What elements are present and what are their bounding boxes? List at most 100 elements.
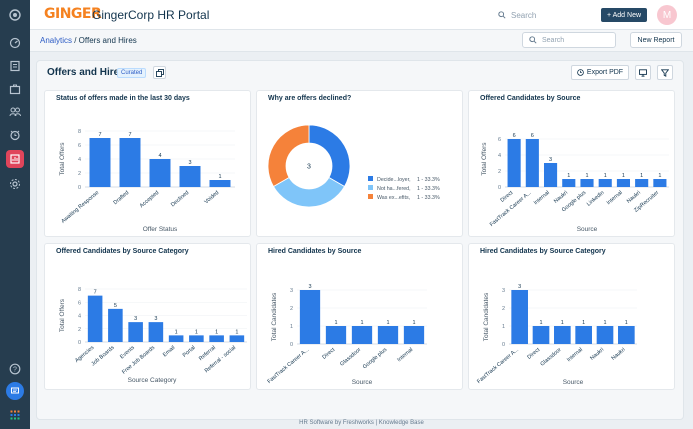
bar <box>653 179 667 187</box>
y-tick-label: 3 <box>290 288 293 294</box>
x-tick-label: Referral <box>198 345 217 362</box>
data-label: 7 <box>98 132 101 138</box>
avatar[interactable]: M <box>657 5 677 25</box>
bar <box>148 322 164 342</box>
app-title: GingerCorp HR Portal <box>92 8 210 22</box>
report-title: Offers and Hires <box>47 67 125 78</box>
global-search-input[interactable]: Search <box>498 7 588 23</box>
y-axis-label: Total Offers <box>481 142 488 176</box>
report-search-input[interactable]: Search <box>522 32 616 48</box>
legend-label: Decide...loyer, <box>377 177 411 183</box>
x-tick-label: Awaiting Response <box>60 190 100 225</box>
top-bar: GINGER GingerCorp HR Portal Search + Add… <box>30 0 693 30</box>
apps-icon[interactable] <box>6 406 24 424</box>
x-tick-label: FastTrack Career A... <box>267 347 311 385</box>
data-label: 3 <box>308 284 311 290</box>
footer: HR Software by Freshworks | Knowledge Ba… <box>30 420 693 429</box>
y-tick-label: 0 <box>502 342 505 348</box>
footer-brand-link[interactable]: HR Software <box>299 420 334 426</box>
y-tick-label: 0 <box>78 340 81 346</box>
curated-badge: Curated <box>117 68 147 78</box>
copy-report-button[interactable] <box>153 66 166 79</box>
y-tick-label: 1 <box>290 324 293 330</box>
bar <box>108 308 123 342</box>
y-tick-label: 2 <box>498 169 501 175</box>
donut-center-label: 3 <box>307 164 311 171</box>
help-icon[interactable]: ? <box>6 360 24 378</box>
chart-title: Offered Candidates by Source <box>480 95 581 102</box>
x-tick-label: Accepted <box>139 190 160 209</box>
jobs-icon[interactable] <box>6 80 24 98</box>
dashboard-icon[interactable] <box>6 34 24 52</box>
data-label: 1 <box>604 173 607 179</box>
x-tick-label: Drafted <box>113 190 131 206</box>
hired-by-source-chart: 0 1 2 3 3 FastTrack Career A... 1 Direct 1 Glassd… <box>267 284 427 386</box>
chart-card-offered-by-source-category: Offered Candidates by Source Category 0 2… <box>44 243 251 390</box>
bar <box>532 326 550 344</box>
x-tick-label: Direct <box>321 347 336 361</box>
add-new-button[interactable]: + Add New <box>601 8 647 22</box>
x-axis-label: Source <box>577 226 598 233</box>
filter-icon <box>661 68 669 77</box>
new-report-button[interactable]: New Report <box>630 32 682 48</box>
data-label: 1 <box>622 173 625 179</box>
footer-by: by Freshworks <box>333 420 374 426</box>
x-tick-label: Declined <box>170 190 190 208</box>
chart-title: Hired Candidates by Source Category <box>480 248 606 255</box>
candidates-icon[interactable] <box>6 103 24 121</box>
monitor-icon <box>639 68 647 77</box>
y-tick-label: 4 <box>78 314 81 320</box>
export-pdf-button[interactable]: Export PDF <box>571 65 629 80</box>
hired-by-source-category-chart: 0 1 2 3 3 FastTrack Career A... 1 Direct 1 Glassd… <box>476 284 637 386</box>
legend-label: Was ex...efits, <box>377 195 410 201</box>
data-label: 1 <box>386 320 389 326</box>
data-label: 3 <box>549 157 552 163</box>
bar <box>554 326 571 344</box>
search-placeholder: Search <box>511 10 537 20</box>
data-label: 6 <box>531 133 534 139</box>
y-tick-label: 2 <box>78 327 81 333</box>
present-button[interactable] <box>635 65 651 80</box>
filter-button[interactable] <box>657 65 673 80</box>
logo-icon[interactable] <box>6 6 24 24</box>
y-tick-label: 8 <box>78 129 81 135</box>
calendar-icon[interactable] <box>6 126 24 144</box>
bar <box>618 326 635 344</box>
breadcrumb-current: / Offers and Hires <box>72 36 137 45</box>
y-axis-label: Total Candidates <box>271 292 278 341</box>
search-placeholder: Search <box>542 36 565 44</box>
brand-logo[interactable]: GINGER <box>44 6 102 22</box>
chart-title: Status of offers made in the last 30 day… <box>56 95 190 102</box>
data-label: 1 <box>658 173 661 179</box>
bar <box>149 159 171 187</box>
x-tick-label: Email <box>162 345 176 358</box>
data-label: 1 <box>640 173 643 179</box>
y-tick-label: 2 <box>290 306 293 312</box>
y-tick-label: 0 <box>78 185 81 191</box>
data-label: 1 <box>218 174 221 180</box>
breadcrumb-analytics-link[interactable]: Analytics <box>40 36 73 45</box>
y-tick-label: 4 <box>78 157 81 163</box>
chart-card-hired-by-source: Hired Candidates by Source 0 1 2 3 3 FastTrac… <box>256 243 463 390</box>
bar <box>543 163 558 187</box>
y-tick-label: 1 <box>502 324 505 330</box>
data-label: 3 <box>134 316 137 322</box>
analytics-icon[interactable] <box>6 150 24 168</box>
settings-icon[interactable] <box>6 175 24 193</box>
x-axis-label: Source <box>563 379 584 386</box>
knowledge-base-link[interactable]: Knowledge Base <box>378 420 424 426</box>
data-label: 3 <box>518 284 521 290</box>
search-icon <box>529 36 537 44</box>
bar <box>598 179 612 187</box>
decline-reasons-chart: 3 Decide...loyer, 1 - 33.3% Not ha...fered,… <box>267 124 440 208</box>
offer-status-chart: 0 2 4 6 8 7 Awaiting Response 7 Drafted 4 Accepted… <box>59 129 235 233</box>
chat-icon[interactable] <box>6 382 24 400</box>
legend-swatch <box>368 185 373 190</box>
x-tick-label: Naukri <box>589 347 605 362</box>
x-axis-label: Offer Status <box>143 226 178 233</box>
reports-icon[interactable] <box>6 57 24 75</box>
data-label: 4 <box>158 153 161 159</box>
data-label: 1 <box>585 173 588 179</box>
